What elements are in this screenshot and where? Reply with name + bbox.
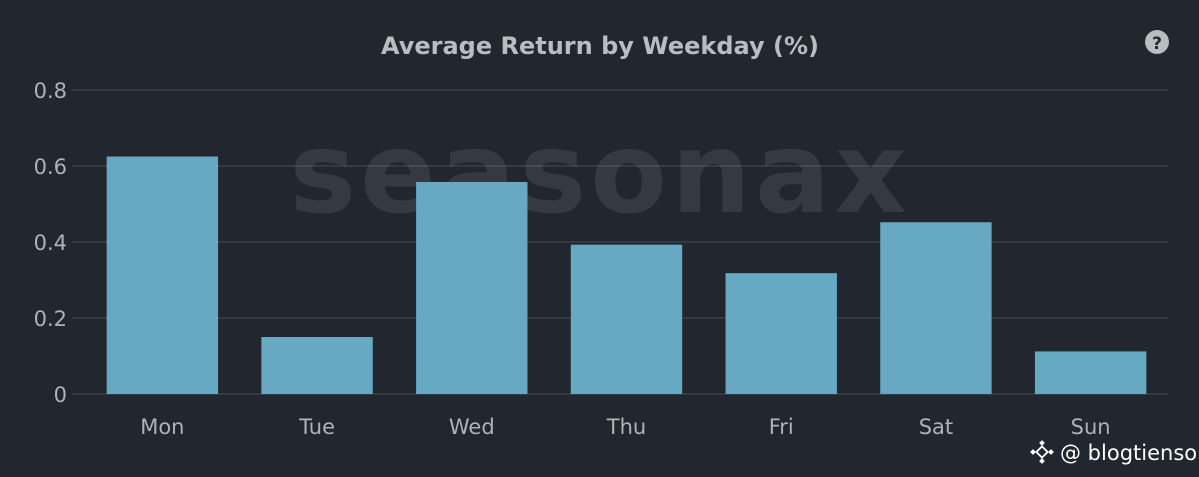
x-tick-label: Fri bbox=[769, 415, 794, 439]
question-circle-icon[interactable]: ? bbox=[1145, 30, 1169, 54]
y-tick-label: 0.2 bbox=[34, 307, 67, 331]
svg-text:?: ? bbox=[1152, 34, 1162, 54]
bar-sat[interactable] bbox=[880, 222, 992, 394]
x-tick-label: Tue bbox=[298, 415, 335, 439]
x-tick-label: Sun bbox=[1071, 415, 1111, 439]
credit-text: @ blogtienso bbox=[1060, 441, 1197, 465]
bar-tue[interactable] bbox=[261, 337, 373, 394]
binance-diamond-icon bbox=[1030, 440, 1054, 464]
y-axis: 0 0.2 0.4 0.6 0.8 bbox=[34, 79, 67, 407]
bar-wed[interactable] bbox=[416, 181, 528, 394]
y-tick-label: 0 bbox=[54, 383, 67, 407]
y-tick-label: 0.4 bbox=[34, 231, 67, 255]
x-tick-label: Mon bbox=[140, 415, 184, 439]
x-tick-label: Sat bbox=[919, 415, 953, 439]
x-tick-label: Thu bbox=[606, 415, 646, 439]
watermark-text: seasonax bbox=[289, 109, 910, 239]
credit-badge: @ blogtienso bbox=[1030, 440, 1197, 465]
x-tick-label: Wed bbox=[449, 415, 495, 439]
y-tick-label: 0.8 bbox=[34, 79, 67, 103]
bars bbox=[106, 156, 1147, 395]
bar-thu[interactable] bbox=[570, 244, 683, 394]
bar-sun[interactable] bbox=[1034, 351, 1147, 394]
bar-mon[interactable] bbox=[106, 156, 219, 395]
chart-title: Average Return by Weekday (%) bbox=[381, 32, 819, 60]
y-tick-label: 0.6 bbox=[34, 155, 67, 179]
x-axis: Mon Tue Wed Thu Fri Sat Sun bbox=[140, 415, 1110, 439]
bar-fri[interactable] bbox=[725, 273, 837, 394]
